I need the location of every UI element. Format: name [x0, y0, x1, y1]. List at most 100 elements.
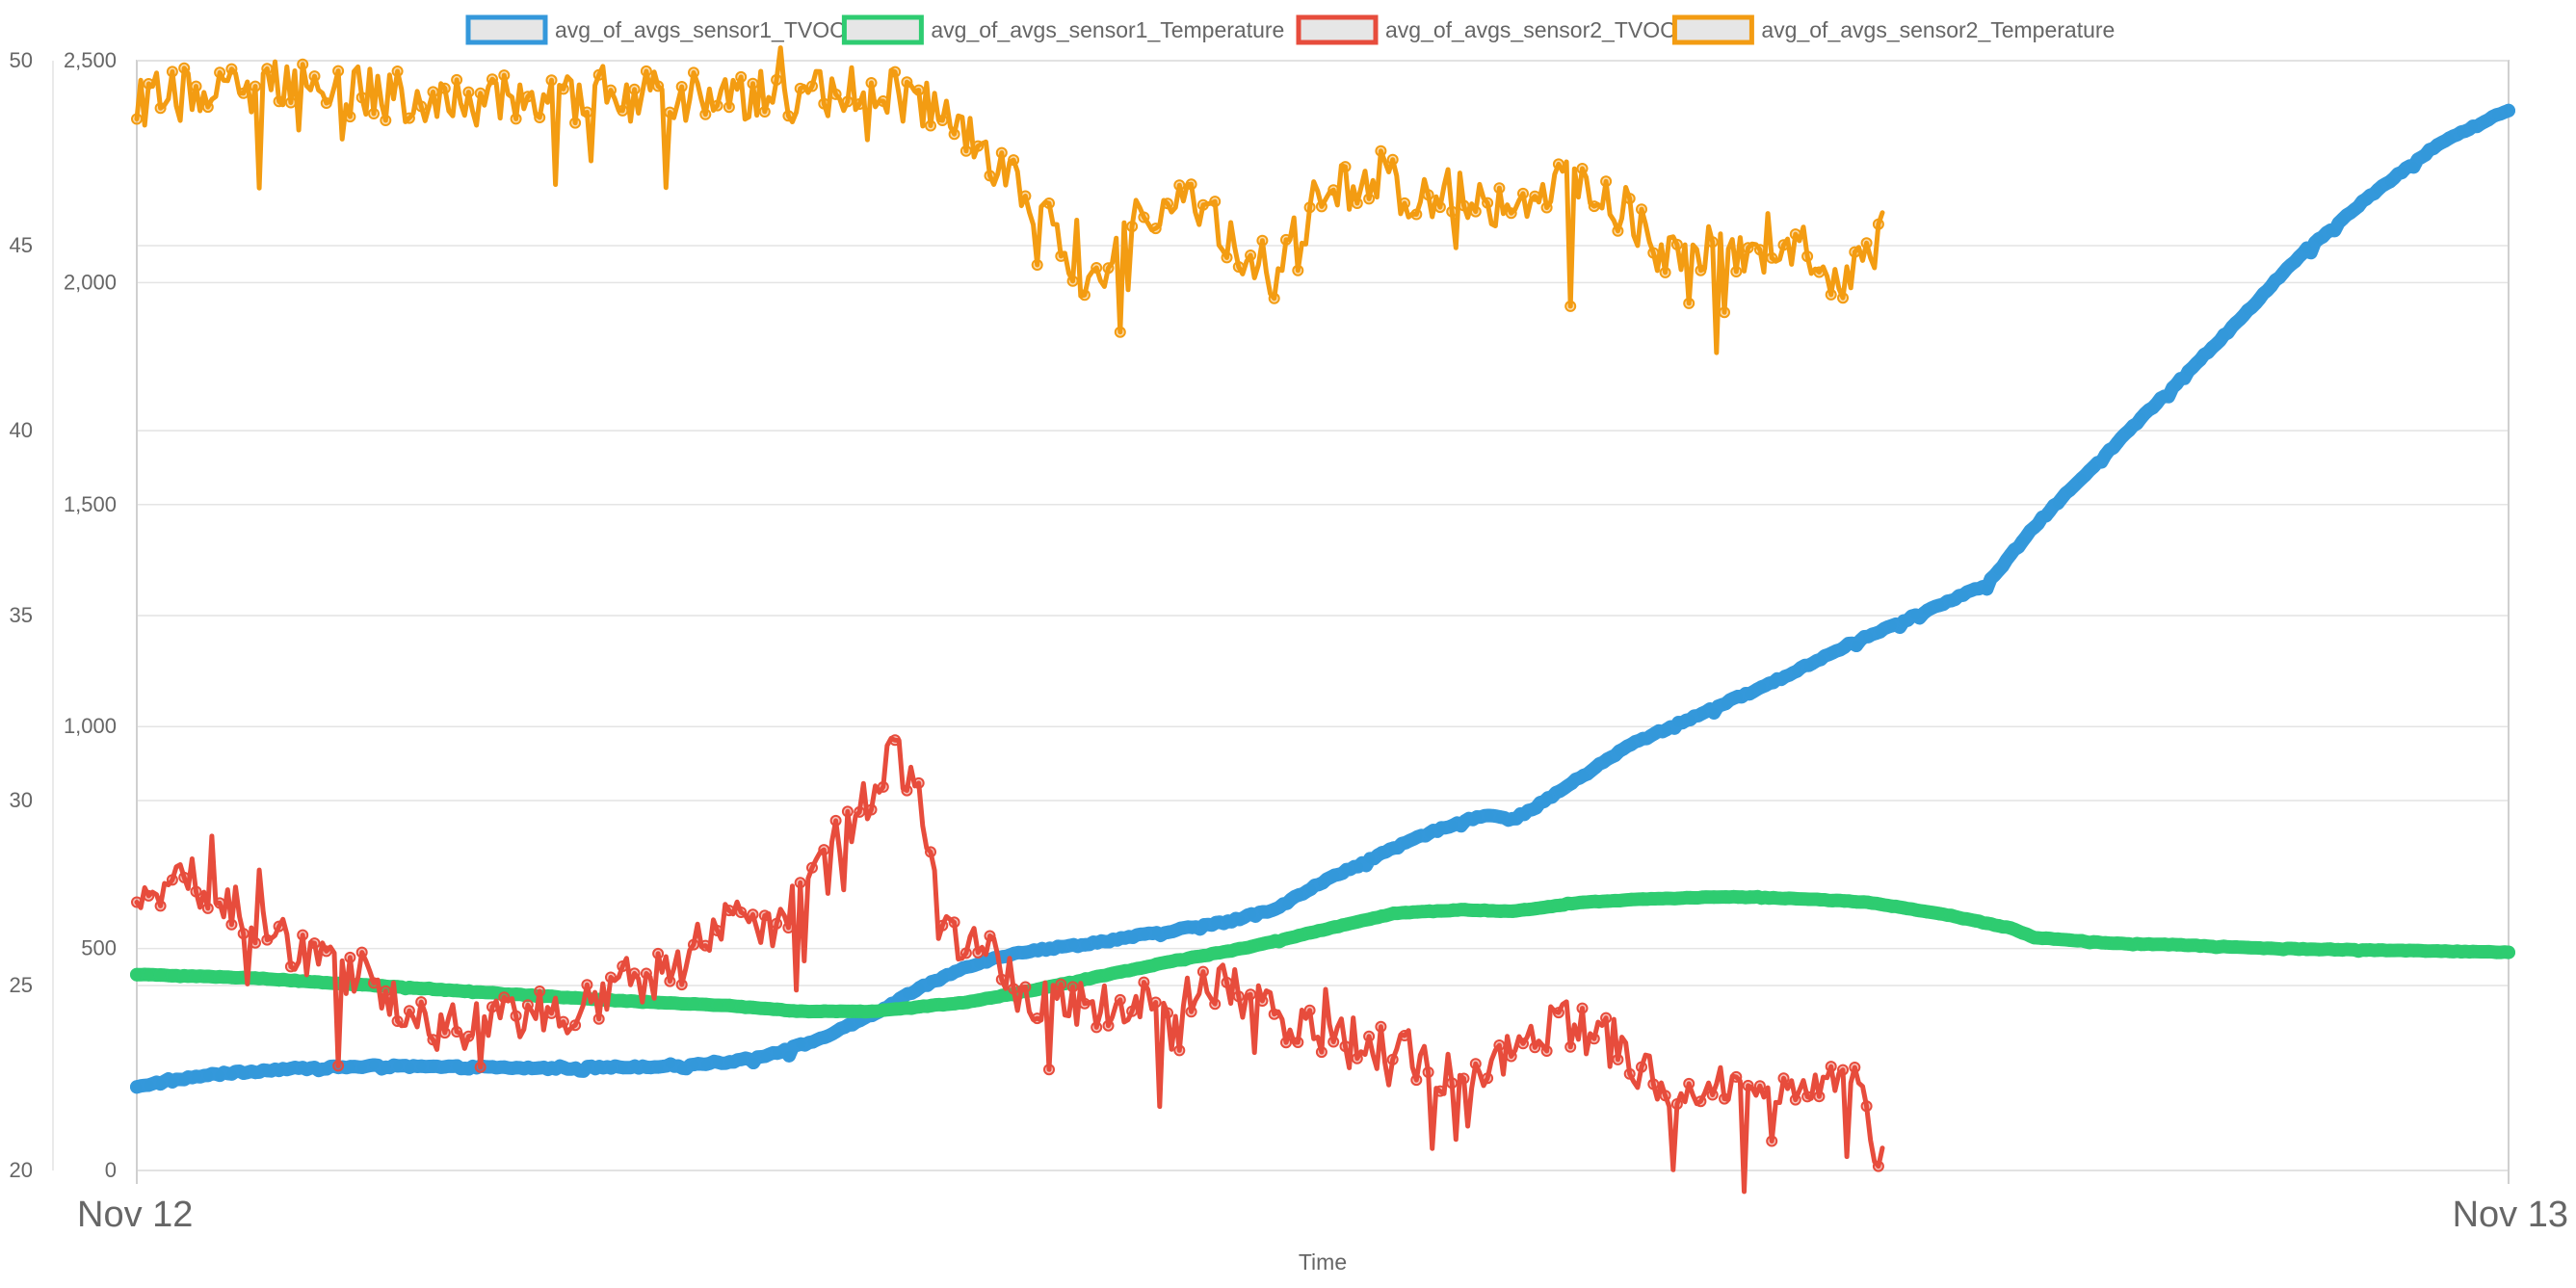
data-point: [1636, 892, 1650, 907]
data-point: [829, 1024, 844, 1038]
data-point: [1196, 949, 1211, 962]
data-point: [2489, 108, 2504, 122]
data-point: [1600, 752, 1615, 767]
data-point: [959, 959, 974, 974]
data-point: [1315, 200, 1327, 213]
legend-item-avg_of_avgs_sensor1_TVOC[interactable]: avg_of_avgs_sensor1_TVOC: [465, 14, 846, 45]
data-point: [2335, 212, 2350, 226]
data-point: [854, 98, 866, 110]
data-point: [510, 1010, 522, 1022]
data-point: [841, 805, 854, 818]
data-point: [1991, 919, 2006, 933]
data-point: [1446, 818, 1460, 832]
data-point: [1564, 300, 1577, 312]
data-point: [2454, 945, 2468, 959]
data-point: [924, 998, 938, 1012]
data-point: [177, 968, 192, 983]
data-point: [1660, 891, 1673, 906]
data-point: [414, 982, 429, 996]
data-point: [320, 976, 333, 990]
data-point: [1399, 906, 1413, 920]
data-point: [1399, 197, 1410, 209]
data-point: [592, 68, 605, 81]
data-point: [391, 1015, 404, 1027]
legend-item-avg_of_avgs_sensor1_Temperature[interactable]: avg_of_avgs_sensor1_Temperature: [841, 14, 1284, 45]
data-point: [2205, 340, 2220, 355]
data-point: [486, 1060, 500, 1074]
data-point: [166, 874, 178, 886]
data-point: [2502, 103, 2515, 118]
legend[interactable]: avg_of_avgs_sensor1_TVOC avg_of_avgs_sens…: [465, 14, 2115, 45]
data-point: [1670, 238, 1683, 250]
data-point: [782, 1048, 797, 1063]
data-point: [1055, 939, 1069, 954]
data-point: [474, 985, 487, 999]
data-point: [901, 76, 913, 89]
data-point: [1162, 925, 1175, 939]
data-point: [200, 969, 215, 984]
data-point: [2004, 921, 2017, 935]
data-point: [261, 933, 274, 946]
data-point: [1742, 242, 1754, 254]
data-point: [675, 997, 690, 1011]
data-point: [568, 1061, 583, 1075]
data-point: [1375, 145, 1387, 157]
data-point: [544, 1061, 559, 1075]
data-point: [284, 960, 297, 973]
data-point: [605, 971, 617, 984]
data-point: [1742, 1079, 1754, 1091]
data-point: [628, 967, 641, 980]
data-point: [2300, 241, 2314, 255]
data-point: [284, 974, 298, 987]
data-point: [1363, 193, 1376, 205]
data-point: [758, 1001, 773, 1015]
data-point: [959, 995, 974, 1010]
y-tick-label-outer: 50: [10, 48, 33, 72]
data-point: [1517, 187, 1529, 199]
data-point: [2478, 945, 2492, 959]
data-point: [557, 1015, 569, 1028]
data-point: [711, 998, 725, 1012]
data-point: [1506, 811, 1519, 826]
data-point: [237, 928, 250, 940]
data-point: [1789, 1093, 1801, 1106]
data-point: [770, 1046, 784, 1061]
data-point: [2027, 520, 2041, 535]
data-point: [972, 946, 985, 959]
data-point: [344, 111, 356, 123]
data-point: [260, 972, 275, 986]
data-point: [604, 1061, 618, 1075]
data-point: [664, 106, 676, 118]
data-point: [1303, 1004, 1316, 1016]
y-tick-label-outer: 25: [10, 973, 33, 997]
data-point: [664, 1057, 677, 1071]
data-point: [1422, 189, 1434, 201]
data-point: [2359, 192, 2374, 206]
data-point: [1138, 976, 1150, 988]
data-point: [178, 871, 191, 883]
data-point: [925, 119, 936, 132]
legend-item-avg_of_avgs_sensor2_Temperature[interactable]: avg_of_avgs_sensor2_Temperature: [1671, 14, 2115, 45]
data-point: [1458, 199, 1470, 212]
data-point: [225, 63, 238, 75]
legend-item-avg_of_avgs_sensor2_TVOC[interactable]: avg_of_avgs_sensor2_TVOC: [1296, 14, 1676, 45]
data-point: [1055, 250, 1067, 262]
data-point: [1743, 890, 1757, 905]
data-point: [782, 110, 795, 122]
data-point: [189, 1069, 203, 1084]
data-point: [1529, 190, 1541, 202]
data-point: [1316, 876, 1329, 890]
data-point: [166, 66, 178, 78]
data-point: [877, 1003, 891, 1017]
data-point: [1849, 246, 1861, 258]
data-point: [1363, 912, 1378, 927]
x-axis-title: Time: [1299, 1249, 1347, 1275]
data-point: [1138, 927, 1152, 941]
data-point: [984, 991, 998, 1005]
data-point: [1162, 197, 1173, 210]
data-point: [1245, 907, 1259, 921]
data-point: [272, 1064, 286, 1078]
data-point: [1754, 891, 1769, 906]
data-point: [1458, 903, 1472, 917]
data-point: [972, 957, 986, 971]
